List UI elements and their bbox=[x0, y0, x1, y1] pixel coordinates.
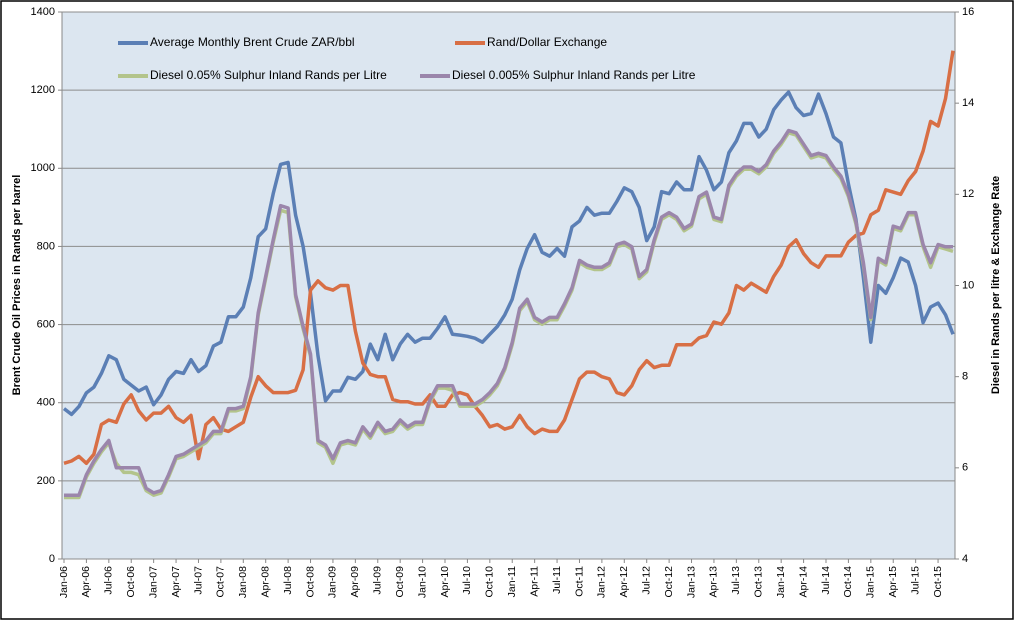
y-axis-title: Brent Crude Oil Prices in Rands per barr… bbox=[11, 175, 23, 396]
x-tick-label: Apr-08 bbox=[259, 566, 271, 598]
x-tick-label: Apr-11 bbox=[528, 566, 540, 597]
y-tick-label: 0 bbox=[49, 553, 55, 565]
series-line bbox=[64, 128, 953, 497]
legend-label: Diesel 0.005% Sulphur Inland Rands per L… bbox=[452, 68, 696, 82]
y2-tick-label: 8 bbox=[962, 371, 968, 383]
x-tick-label: Apr-07 bbox=[170, 566, 182, 598]
y-tick-label: 1200 bbox=[31, 84, 55, 96]
x-tick-label: Jan-06 bbox=[58, 566, 70, 598]
x-tick-label: Jul-14 bbox=[820, 566, 832, 595]
x-tick-label: Oct-07 bbox=[215, 566, 227, 598]
series-line bbox=[62, 90, 955, 417]
legend: Average Monthly Brent Crude ZAR/bbl Rand/… bbox=[118, 35, 696, 82]
y-tick-label: 400 bbox=[37, 397, 55, 409]
x-tick-label: Apr-09 bbox=[349, 566, 361, 598]
x-tick-label: Apr-15 bbox=[887, 566, 899, 598]
x-tick-label: Oct-12 bbox=[663, 566, 675, 598]
x-tick-label: Jul-08 bbox=[282, 566, 294, 595]
x-tick-label: Oct-15 bbox=[932, 566, 944, 598]
x-tick-label: Jan-12 bbox=[596, 566, 608, 598]
y2-tick-label: 10 bbox=[962, 279, 974, 291]
y2-tick-label: 14 bbox=[962, 97, 974, 109]
y-tick-label: 600 bbox=[37, 318, 55, 330]
y2-tick-label: 16 bbox=[962, 6, 974, 18]
y-tick-label: 1400 bbox=[31, 6, 55, 18]
y2-tick-label: 4 bbox=[962, 553, 968, 565]
x-tick-label: Oct-10 bbox=[484, 566, 496, 598]
x-tick-label: Jan-10 bbox=[416, 566, 428, 598]
x-tick-label: Jul-15 bbox=[909, 566, 921, 595]
x-tick-label: Jan-07 bbox=[147, 566, 159, 598]
y2-tick-label: 12 bbox=[962, 188, 974, 200]
x-tick-label: Jan-08 bbox=[237, 566, 249, 598]
x-tick-label: Apr-14 bbox=[797, 566, 809, 598]
x-tick-label: Oct-08 bbox=[304, 566, 316, 598]
x-tick-label: Apr-13 bbox=[708, 566, 720, 598]
legend-label: Diesel 0.05% Sulphur Inland Rands per Li… bbox=[150, 68, 387, 82]
plot-area bbox=[61, 11, 956, 560]
x-tick-label: Jan-14 bbox=[775, 566, 787, 598]
x-tick-label: Jan-09 bbox=[327, 566, 339, 598]
x-tick-label: Apr-12 bbox=[618, 566, 630, 598]
x-tick-label: Jan-11 bbox=[506, 566, 518, 597]
x-tick-label: Oct-11 bbox=[573, 566, 585, 597]
x-tick-label: Jul-06 bbox=[103, 566, 115, 595]
x-tick-label: Jul-12 bbox=[640, 566, 652, 595]
x-tick-label: Oct-13 bbox=[753, 566, 765, 598]
x-tick-label: Oct-09 bbox=[394, 566, 406, 598]
x-tick-label: Jul-09 bbox=[372, 566, 384, 595]
x-tick-label: Jan-13 bbox=[685, 566, 697, 598]
legend-label: Rand/Dollar Exchange bbox=[487, 35, 607, 49]
y-tick-label: 1000 bbox=[31, 162, 55, 174]
x-tick-label: Jan-15 bbox=[865, 566, 877, 598]
x-tick-label: Apr-10 bbox=[439, 566, 451, 598]
legend-label: Average Monthly Brent Crude ZAR/bbl bbox=[150, 35, 355, 49]
x-tick-label: Apr-06 bbox=[80, 566, 92, 598]
y-tick-label: 800 bbox=[37, 240, 55, 252]
x-tick-label: Jul-10 bbox=[461, 566, 473, 595]
x-tick-label: Oct-06 bbox=[125, 566, 137, 598]
x-tick-label: Jul-13 bbox=[730, 566, 742, 595]
series-line bbox=[63, 50, 955, 466]
y2-axis-title: Diesel in Rands per litre & Exchange Rat… bbox=[990, 176, 1002, 394]
x-tick-label: Jul-11 bbox=[551, 566, 563, 594]
y2-tick-label: 6 bbox=[962, 462, 968, 474]
y-tick-label: 200 bbox=[37, 475, 55, 487]
x-tick-label: Oct-14 bbox=[842, 566, 854, 598]
x-tick-label: Jul-07 bbox=[192, 566, 204, 595]
